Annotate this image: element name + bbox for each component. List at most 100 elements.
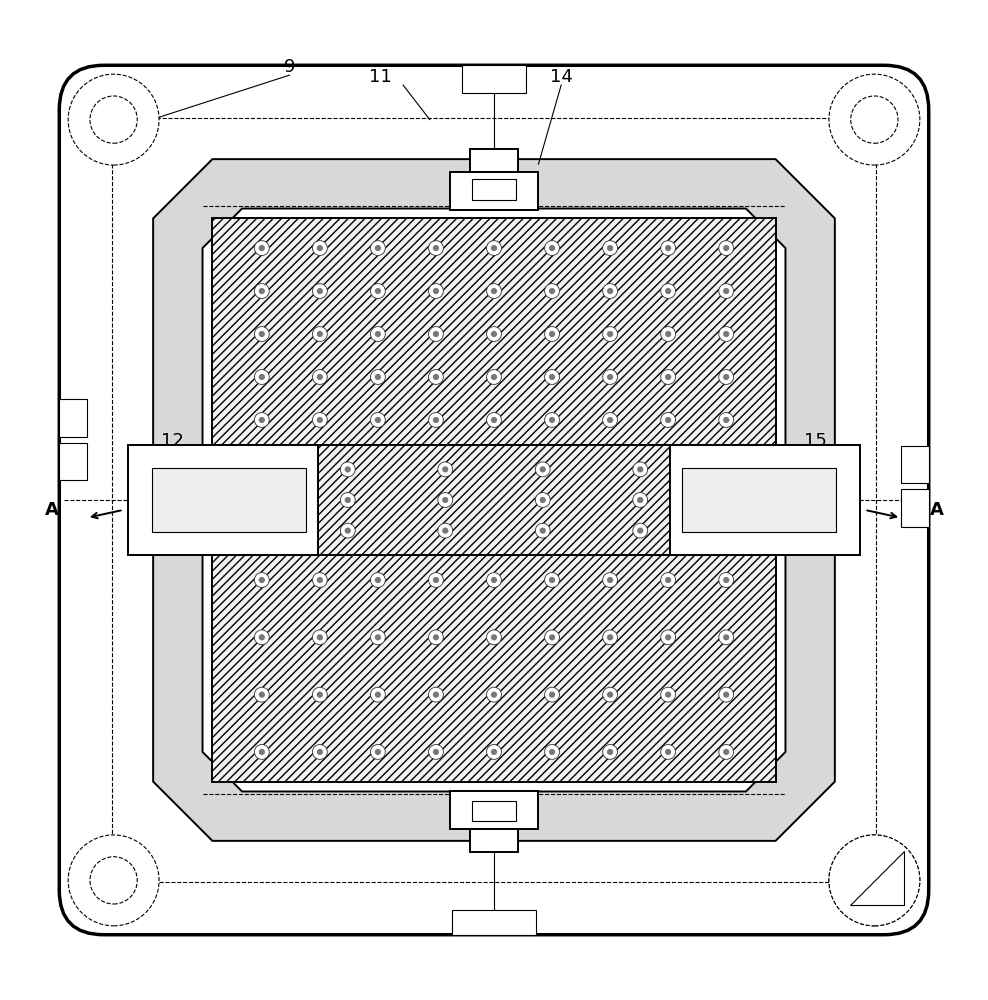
Circle shape xyxy=(723,749,729,755)
Circle shape xyxy=(443,528,449,534)
Circle shape xyxy=(603,284,618,298)
Circle shape xyxy=(661,327,676,341)
Circle shape xyxy=(374,749,381,755)
Circle shape xyxy=(312,284,327,298)
Circle shape xyxy=(851,96,898,143)
Bar xyxy=(152,468,306,532)
FancyBboxPatch shape xyxy=(59,65,929,935)
Circle shape xyxy=(829,74,920,165)
Circle shape xyxy=(603,745,618,759)
Circle shape xyxy=(345,528,351,534)
Circle shape xyxy=(665,288,671,294)
Circle shape xyxy=(665,245,671,251)
Bar xyxy=(318,445,670,555)
Circle shape xyxy=(345,497,351,503)
Bar xyxy=(469,149,519,172)
Circle shape xyxy=(723,245,729,251)
Circle shape xyxy=(544,327,559,341)
Circle shape xyxy=(317,288,323,294)
Circle shape xyxy=(544,745,559,759)
Bar xyxy=(128,445,318,555)
Circle shape xyxy=(259,417,265,423)
Circle shape xyxy=(312,241,327,255)
Circle shape xyxy=(443,497,449,503)
Circle shape xyxy=(433,577,439,583)
Circle shape xyxy=(312,687,327,702)
Circle shape xyxy=(549,417,555,423)
Bar xyxy=(450,791,538,829)
Circle shape xyxy=(486,327,501,341)
Circle shape xyxy=(259,749,265,755)
Circle shape xyxy=(661,687,676,702)
Circle shape xyxy=(535,462,550,477)
Circle shape xyxy=(723,634,729,640)
Circle shape xyxy=(429,745,444,759)
Circle shape xyxy=(370,413,385,427)
Circle shape xyxy=(491,288,497,294)
Bar xyxy=(59,399,87,437)
Circle shape xyxy=(433,692,439,698)
Circle shape xyxy=(632,523,647,538)
Circle shape xyxy=(486,745,501,759)
Circle shape xyxy=(544,630,559,645)
Text: 9: 9 xyxy=(284,58,295,76)
Circle shape xyxy=(255,745,269,759)
Circle shape xyxy=(544,573,559,587)
Text: 15: 15 xyxy=(803,432,827,450)
Circle shape xyxy=(539,497,545,503)
Circle shape xyxy=(374,417,381,423)
Circle shape xyxy=(607,692,614,698)
Bar xyxy=(469,829,519,852)
Circle shape xyxy=(718,327,733,341)
Circle shape xyxy=(829,835,920,926)
Circle shape xyxy=(255,327,269,341)
Circle shape xyxy=(429,573,444,587)
Circle shape xyxy=(259,692,265,698)
Circle shape xyxy=(429,630,444,645)
Circle shape xyxy=(632,462,647,477)
Text: 12: 12 xyxy=(161,432,185,450)
Circle shape xyxy=(438,493,453,507)
Circle shape xyxy=(438,462,453,477)
Circle shape xyxy=(429,241,444,255)
Circle shape xyxy=(603,413,618,427)
Circle shape xyxy=(603,630,618,645)
Circle shape xyxy=(539,466,545,472)
Circle shape xyxy=(443,466,449,472)
Circle shape xyxy=(429,284,444,298)
Circle shape xyxy=(549,288,555,294)
Circle shape xyxy=(429,687,444,702)
Circle shape xyxy=(90,857,137,904)
Circle shape xyxy=(549,634,555,640)
Circle shape xyxy=(312,413,327,427)
Circle shape xyxy=(317,749,323,755)
Circle shape xyxy=(374,288,381,294)
Circle shape xyxy=(374,245,381,251)
Circle shape xyxy=(607,288,614,294)
Circle shape xyxy=(491,749,497,755)
Circle shape xyxy=(549,374,555,380)
Circle shape xyxy=(317,634,323,640)
Circle shape xyxy=(607,749,614,755)
Bar xyxy=(670,445,860,555)
Circle shape xyxy=(718,370,733,384)
Circle shape xyxy=(486,687,501,702)
Circle shape xyxy=(370,573,385,587)
Circle shape xyxy=(637,497,643,503)
Circle shape xyxy=(433,749,439,755)
Circle shape xyxy=(665,749,671,755)
Circle shape xyxy=(549,331,555,337)
Circle shape xyxy=(718,630,733,645)
Circle shape xyxy=(374,331,381,337)
Circle shape xyxy=(544,241,559,255)
Circle shape xyxy=(255,687,269,702)
Circle shape xyxy=(718,573,733,587)
Circle shape xyxy=(665,417,671,423)
Circle shape xyxy=(259,577,265,583)
Circle shape xyxy=(718,241,733,255)
Circle shape xyxy=(535,493,550,507)
Bar xyxy=(901,446,929,483)
Circle shape xyxy=(317,577,323,583)
Circle shape xyxy=(374,577,381,583)
Circle shape xyxy=(665,331,671,337)
